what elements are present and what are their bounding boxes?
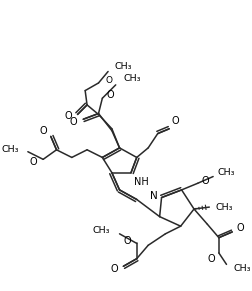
Text: O: O xyxy=(170,116,178,126)
Text: CH₃: CH₃ xyxy=(114,62,132,71)
Text: CH₃: CH₃ xyxy=(214,203,232,212)
Text: CH₃: CH₃ xyxy=(123,74,140,83)
Text: O: O xyxy=(123,235,131,246)
Text: O: O xyxy=(64,111,72,121)
Text: O: O xyxy=(106,91,113,100)
Text: O: O xyxy=(105,76,112,85)
Text: N: N xyxy=(149,191,157,200)
Text: CH₃: CH₃ xyxy=(217,168,234,177)
Text: CH₃: CH₃ xyxy=(232,264,250,273)
Text: O: O xyxy=(30,157,37,167)
Text: O: O xyxy=(207,254,214,264)
Text: O: O xyxy=(39,126,47,136)
Text: CH₃: CH₃ xyxy=(2,145,19,154)
Text: CH₃: CH₃ xyxy=(92,226,110,235)
Text: NH: NH xyxy=(133,178,148,187)
Text: O: O xyxy=(235,223,243,233)
Text: O: O xyxy=(110,264,117,274)
Text: O: O xyxy=(70,117,77,127)
Text: O: O xyxy=(201,176,208,186)
